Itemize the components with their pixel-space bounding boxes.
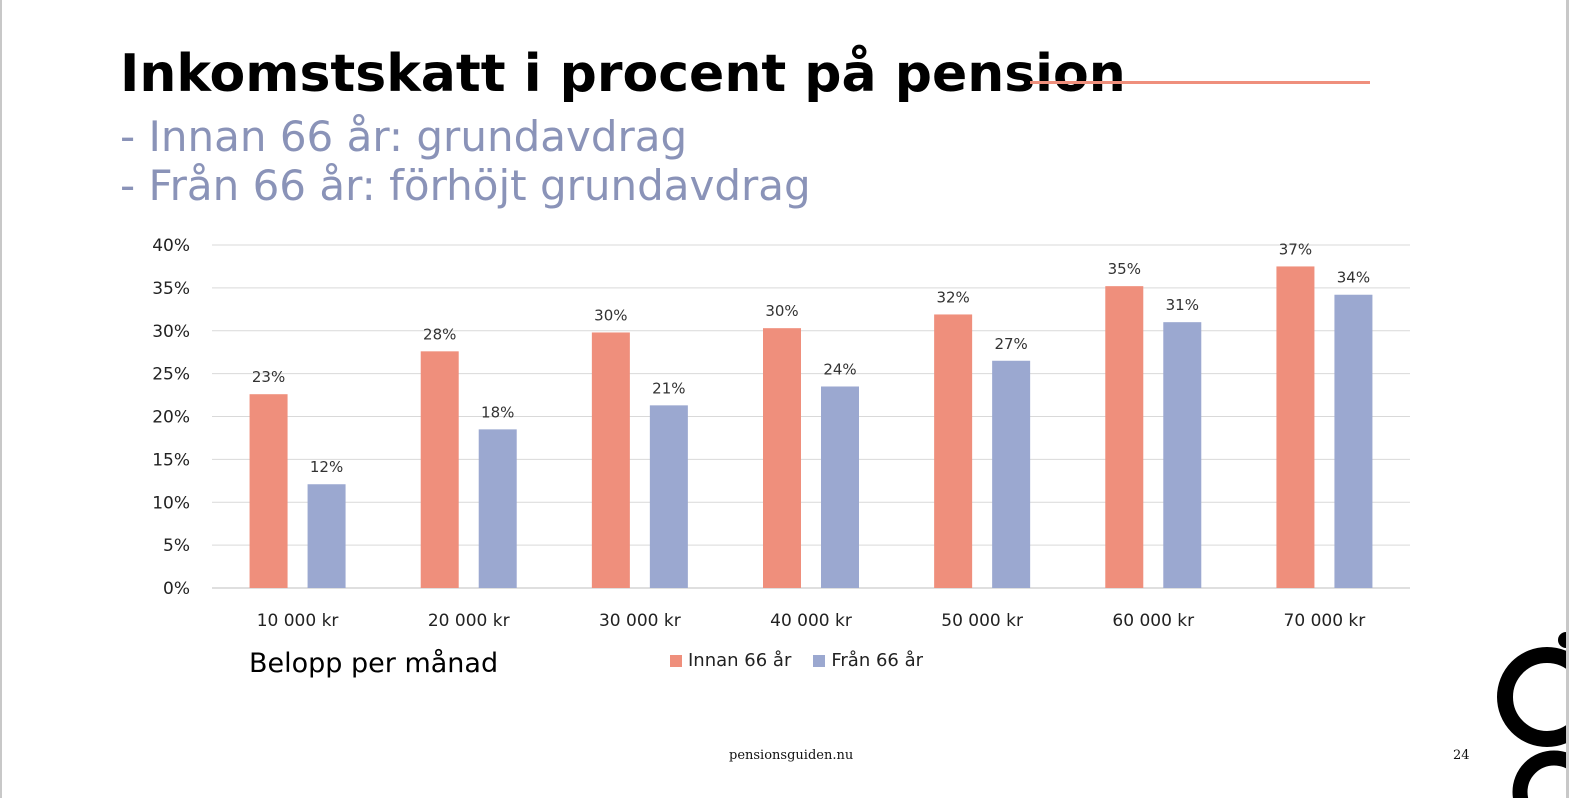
page-edge: [1566, 0, 1588, 798]
data-label: 30%: [765, 302, 798, 320]
bar-fran: [1163, 322, 1202, 588]
bar-fran: [992, 360, 1031, 588]
logo-ring: [1512, 750, 1572, 798]
x-tick-label: 20 000 kr: [428, 611, 510, 631]
x-tick-label: 30 000 kr: [599, 611, 681, 631]
data-label: 32%: [936, 288, 969, 306]
title-accent-line: [1030, 81, 1370, 84]
legend-swatch: [670, 654, 682, 667]
x-tick-label: 50 000 kr: [941, 611, 1023, 631]
y-tick-label: 25%: [152, 365, 190, 385]
x-tick-label: 60 000 kr: [1112, 611, 1194, 631]
data-label: 30%: [594, 306, 627, 324]
bar-innan: [591, 332, 630, 588]
bar-chart: 0% 5% 10% 15% 20% 25% 30% 35% 40% 10 000 kr 23% 12%…: [152, 236, 1410, 631]
legend-item-fran: Från 66 år: [813, 650, 923, 671]
y-tick-label: 5%: [163, 536, 190, 556]
legend-swatch: [813, 654, 826, 667]
subtitle-line-1: - Innan 66 år: grundavdrag: [120, 112, 688, 161]
legend-label: Från 66 år: [831, 650, 924, 671]
bar-fran: [1334, 294, 1373, 588]
subtitle-line-2: - Från 66 år: förhöjt grundavdrag: [120, 161, 811, 210]
bar-innan: [1276, 266, 1315, 588]
y-tick-label: 30%: [152, 322, 190, 342]
bar-fran: [649, 405, 688, 588]
y-tick-label: 10%: [152, 493, 190, 513]
chart-legend: Innan 66 år Från 66 år: [670, 650, 923, 671]
x-tick-label: 70 000 kr: [1284, 611, 1366, 631]
data-label: 27%: [994, 335, 1027, 353]
footer-url: pensionsguiden.nu: [729, 748, 854, 763]
x-tick-label: 10 000 kr: [257, 611, 339, 631]
legend-label: Innan 66 år: [688, 650, 792, 671]
x-tick-label: 40 000 kr: [770, 611, 852, 631]
y-tick-label: 15%: [152, 450, 190, 470]
bar-fran: [307, 484, 346, 588]
page-number: 24: [1453, 748, 1470, 763]
data-label: 34%: [1337, 269, 1370, 287]
bar-innan: [763, 328, 801, 588]
data-label: 28%: [423, 325, 456, 343]
logo-ring: [1497, 647, 1572, 747]
bar-innan: [934, 314, 973, 588]
brand-logo-rings: [1497, 632, 1572, 798]
bar-innan: [420, 351, 459, 588]
y-tick-label: 0%: [163, 579, 190, 599]
x-axis-title: Belopp per månad: [249, 648, 499, 679]
bar-innan: [1105, 286, 1144, 588]
data-label: 35%: [1108, 260, 1141, 278]
data-label: 37%: [1279, 240, 1312, 258]
legend-item-innan: Innan 66 år: [670, 650, 791, 671]
bar-innan: [249, 394, 288, 588]
data-label: 18%: [481, 403, 514, 421]
slide-title: Inkomstskatt i procent på pension: [120, 44, 1126, 104]
y-tick-label: 20%: [152, 408, 190, 428]
data-label: 21%: [652, 379, 685, 397]
y-tick-label: 40%: [152, 236, 190, 256]
y-tick-label: 35%: [152, 279, 190, 299]
data-label: 31%: [1166, 296, 1199, 314]
bar-fran: [478, 429, 517, 588]
data-label: 12%: [310, 458, 343, 476]
bar-fran: [821, 386, 859, 588]
data-label: 23%: [252, 368, 285, 386]
data-label: 24%: [823, 360, 856, 378]
